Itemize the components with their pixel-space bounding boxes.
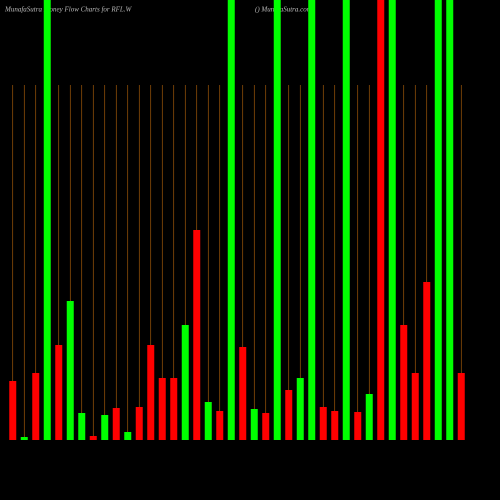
bar: [158, 378, 166, 440]
bar: [434, 0, 442, 440]
bar: [377, 0, 385, 440]
bar: [354, 412, 362, 440]
bar: [308, 0, 316, 440]
bar: [32, 373, 40, 440]
bar: [216, 411, 224, 440]
bar: [296, 378, 304, 440]
bar: [135, 407, 143, 440]
bar: [388, 0, 396, 440]
bar: [78, 413, 86, 440]
bar: [262, 413, 270, 440]
bar: [89, 436, 97, 440]
bar: [181, 325, 189, 440]
bar: [101, 415, 109, 440]
bar: [250, 409, 258, 440]
chart-title: MunafaSutra Money Flow Charts for RFL.W: [4, 6, 133, 14]
bar: [20, 437, 28, 440]
bar: [124, 432, 132, 440]
chart-subtitle: () MunafaSutra.com: [255, 6, 312, 14]
bar: [423, 282, 431, 440]
bar: [204, 402, 212, 440]
bar: [319, 407, 327, 440]
bar: [400, 325, 408, 440]
bar: [55, 345, 63, 440]
bar: [112, 408, 120, 440]
bar: [43, 0, 51, 440]
bar: [342, 0, 350, 440]
bar: [411, 373, 419, 440]
bar: [239, 347, 247, 440]
bar: [331, 411, 339, 440]
bar: [66, 301, 74, 440]
bar: [193, 230, 201, 440]
bar: [170, 378, 178, 440]
bar: [227, 0, 235, 440]
bar: [365, 394, 373, 440]
bar: [9, 381, 17, 440]
bar: [147, 345, 155, 440]
bar: [285, 390, 293, 440]
bar: [457, 373, 465, 440]
bar: [273, 0, 281, 440]
bar: [446, 0, 454, 440]
